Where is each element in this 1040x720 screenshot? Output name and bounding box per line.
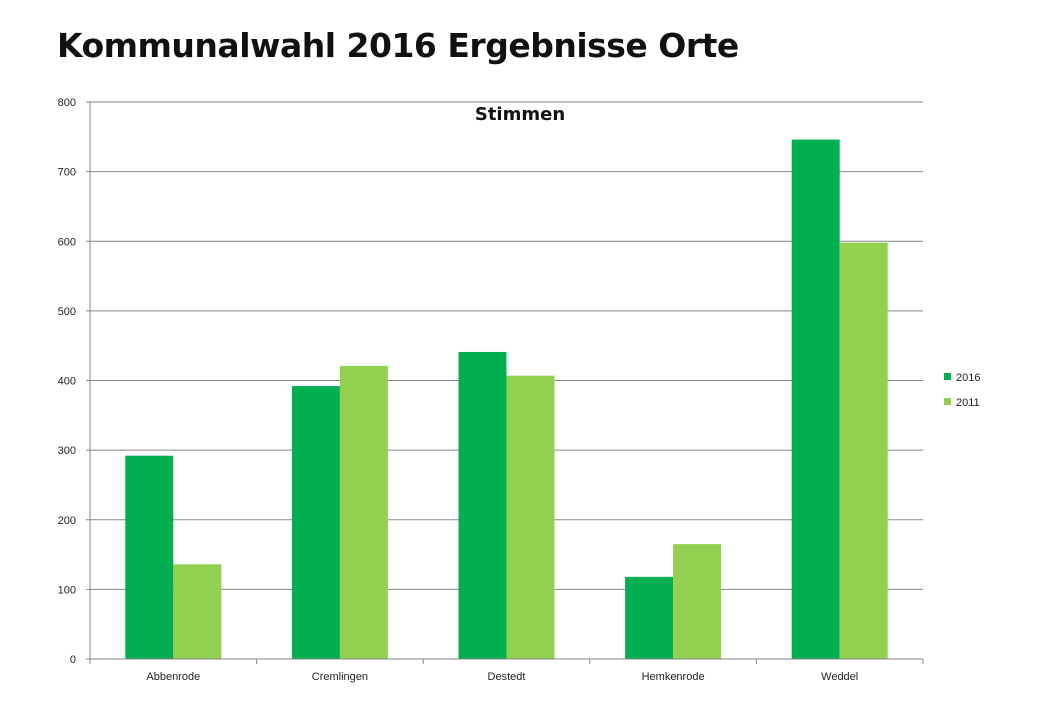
x-tick-label: Destedt: [488, 671, 526, 683]
y-tick-label: 600: [58, 236, 76, 248]
bar-2016-weddel: [791, 139, 840, 659]
legend-label: 2011: [956, 397, 980, 409]
axes: [89, 102, 923, 660]
y-tick-label: 0: [70, 654, 76, 666]
y-tick-label: 800: [58, 97, 76, 109]
y-tick-label: 100: [58, 584, 76, 596]
x-axis-ticks: Abbenrode Cremlingen Destedt Hemkenrode Wedd…: [89, 659, 924, 683]
bar-2016-destedt: [458, 351, 507, 659]
y-tick-label: 700: [58, 167, 76, 179]
x-tick-label: Hemkenrode: [642, 671, 705, 683]
x-tick-label: Cremlingen: [312, 671, 368, 683]
chart-title: Stimmen: [475, 104, 565, 125]
bars: [125, 139, 888, 659]
y-tick-label: 200: [58, 515, 76, 527]
legend: 2016 2011: [944, 372, 980, 409]
bar-2016-cremlingen: [291, 386, 340, 659]
x-tick-label: Weddel: [821, 671, 858, 683]
page-title: Kommunalwahl 2016 Ergebnisse Orte: [57, 26, 739, 65]
y-tick-label: 500: [58, 306, 76, 318]
y-tick-label: 300: [58, 445, 76, 457]
y-axis-ticks: 0 100 200 300 400 500 600 700 800: [58, 97, 90, 666]
bar-2011-hemkenrode: [673, 544, 722, 659]
x-tick-label: Abbenrode: [146, 671, 200, 683]
bar-2011-abbenrode: [173, 564, 222, 659]
bar-2011-destedt: [506, 375, 555, 659]
bar-2011-weddel: [839, 242, 888, 659]
legend-swatch-2016: [944, 373, 951, 380]
legend-swatch-2011: [944, 398, 951, 405]
bar-2011-cremlingen: [339, 365, 388, 659]
y-tick-label: 400: [58, 376, 76, 388]
legend-label: 2016: [956, 372, 980, 384]
bar-2016-abbenrode: [125, 455, 174, 659]
bar-2016-hemkenrode: [625, 576, 674, 659]
